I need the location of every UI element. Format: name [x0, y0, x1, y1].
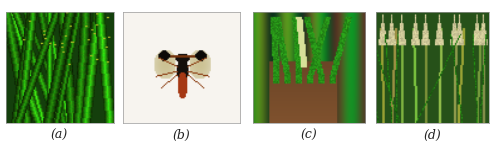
Text: (d): (d)	[423, 129, 441, 142]
Text: (a): (a)	[51, 129, 68, 142]
Text: (b): (b)	[172, 129, 190, 142]
Text: (c): (c)	[300, 129, 317, 142]
